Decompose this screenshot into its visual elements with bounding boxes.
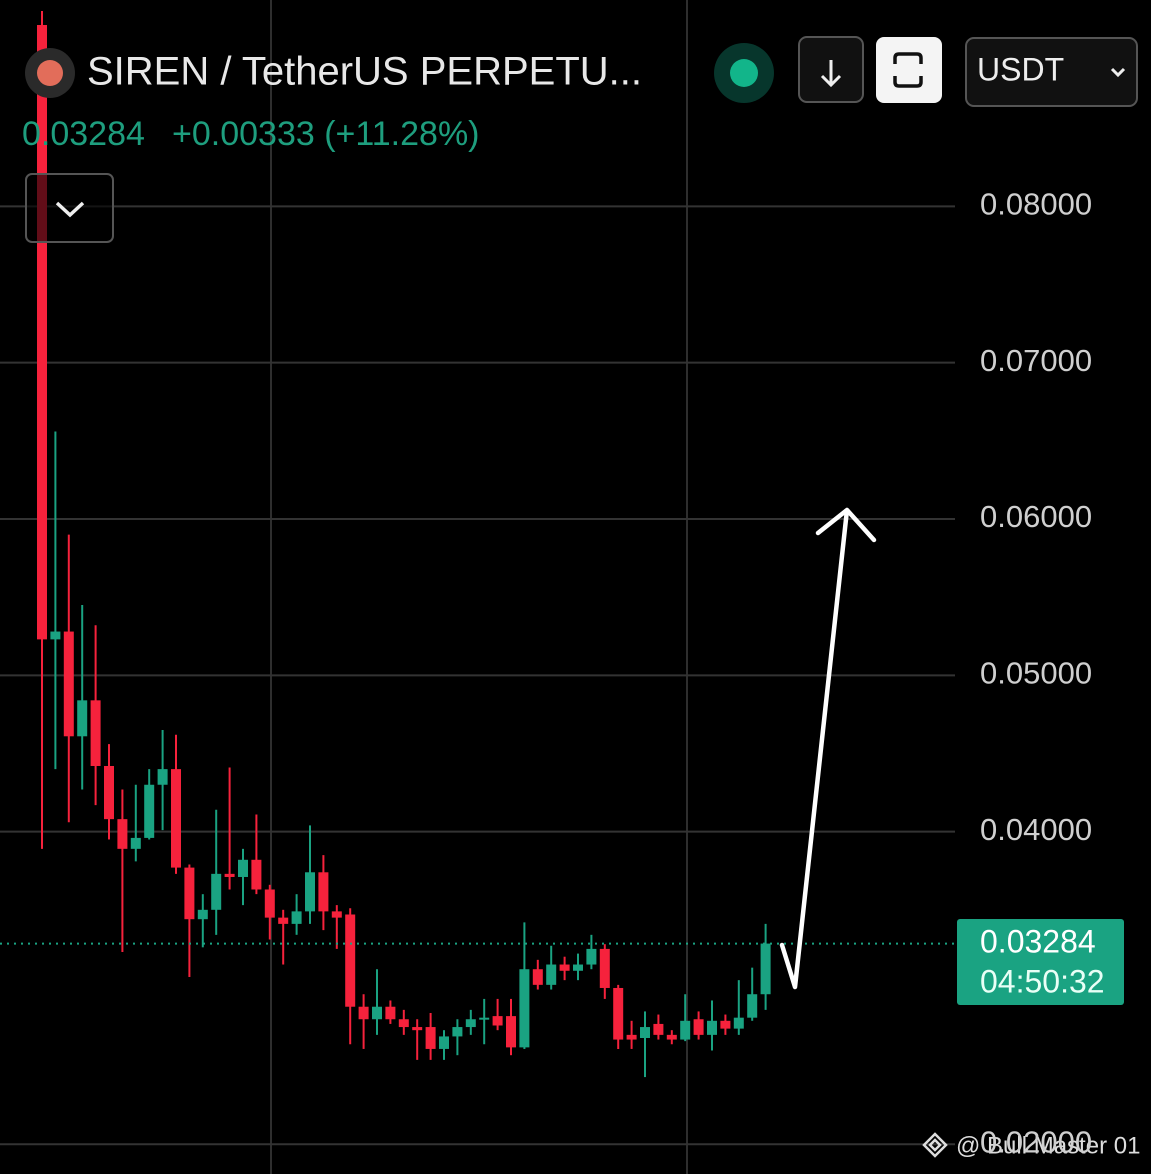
candle-body	[224, 873, 235, 877]
button-frame	[25, 173, 114, 243]
candle-body	[586, 948, 597, 965]
status-dot[interactable]	[730, 59, 758, 87]
candle-body	[680, 1020, 691, 1040]
candle-body	[372, 1006, 382, 1020]
candle-body	[130, 837, 141, 849]
y-tick-label: 0.06000	[980, 499, 1092, 534]
price-badge-value: 0.03284	[980, 923, 1096, 959]
candle-body	[264, 889, 275, 918]
candle-body	[90, 700, 101, 766]
candle-body	[733, 1017, 744, 1029]
candle-body	[532, 969, 543, 985]
candle-body	[546, 964, 557, 985]
candle-body	[452, 1027, 463, 1037]
candle-body	[211, 873, 222, 910]
candle-body	[345, 914, 356, 1007]
button-frame	[876, 37, 942, 103]
countdown: 04:50:32	[980, 963, 1105, 999]
overlay: SIREN / TetherUS PERPETU... USDT 0.03284…	[22, 36, 1140, 1159]
candle-body	[439, 1036, 449, 1049]
candle-body	[37, 25, 47, 640]
candle-body	[77, 700, 88, 737]
candle-body	[171, 769, 181, 868]
candle-body	[251, 859, 262, 890]
candle-body	[559, 964, 570, 971]
last-price: 0.03284	[22, 115, 145, 153]
candle-body	[747, 994, 758, 1018]
select-frame	[965, 37, 1138, 107]
candle-body	[653, 1023, 664, 1035]
candle-body	[519, 969, 530, 1048]
candle-body	[385, 1006, 396, 1020]
candle-body	[693, 1019, 704, 1035]
candle-body	[640, 1027, 650, 1038]
candle-body	[573, 964, 583, 971]
y-tick-label: 0.05000	[980, 656, 1092, 691]
candle-body	[331, 911, 342, 918]
candle-body	[613, 987, 624, 1040]
candle-body	[479, 1017, 490, 1020]
candle-body	[412, 1027, 423, 1031]
candle-body	[63, 631, 74, 737]
candle-body	[117, 819, 128, 849]
candle-body	[707, 1020, 717, 1035]
symbol-title: SIREN / TetherUS PERPETU...	[87, 50, 642, 94]
candle-body	[50, 631, 61, 640]
candle-body	[291, 911, 302, 924]
candle-body	[318, 872, 329, 912]
currency-select[interactable]: USDT	[965, 37, 1138, 107]
watermark: @ Bull Master 01	[956, 1132, 1140, 1159]
candle-body	[398, 1019, 409, 1028]
candle-body	[184, 867, 195, 920]
watermark-icon	[922, 1132, 948, 1158]
candle-body	[358, 1006, 369, 1020]
candle-body	[238, 859, 248, 877]
coin-logo-inner	[37, 60, 63, 86]
candle-body	[506, 1016, 516, 1048]
price-badge	[957, 919, 1124, 1005]
candle-body	[599, 948, 610, 988]
y-tick-label: 0.07000	[980, 343, 1092, 378]
price-change: +0.00333 (+11.28%)	[172, 115, 480, 153]
fullscreen-button[interactable]	[876, 37, 942, 103]
candle-body	[104, 765, 114, 820]
candle-body	[278, 917, 289, 924]
candle-body	[626, 1034, 637, 1040]
candle-body	[144, 784, 155, 838]
candle-body	[425, 1027, 436, 1049]
candle-body	[492, 1016, 503, 1026]
candle-body	[197, 909, 208, 920]
currency-label: USDT	[977, 51, 1064, 87]
candle-body	[157, 769, 168, 785]
expand-button[interactable]	[25, 173, 114, 243]
chevron	[55, 201, 85, 218]
grid	[0, 0, 955, 1174]
candle-body	[305, 872, 315, 912]
fullscreen-icon	[893, 52, 923, 88]
candle-body	[760, 943, 771, 995]
y-tick-label: 0.04000	[980, 812, 1092, 847]
download-button[interactable]	[798, 36, 864, 103]
download-icon	[820, 60, 842, 88]
candle-body	[465, 1019, 476, 1028]
arrow-annotation	[779, 507, 877, 990]
chevron	[1110, 67, 1126, 78]
candle-body	[666, 1034, 677, 1040]
y-tick-label: 0.08000	[980, 187, 1092, 222]
candles	[0, 10, 957, 1078]
candle-body	[720, 1020, 731, 1029]
y-tick-label: 0.02000	[980, 1124, 1092, 1159]
